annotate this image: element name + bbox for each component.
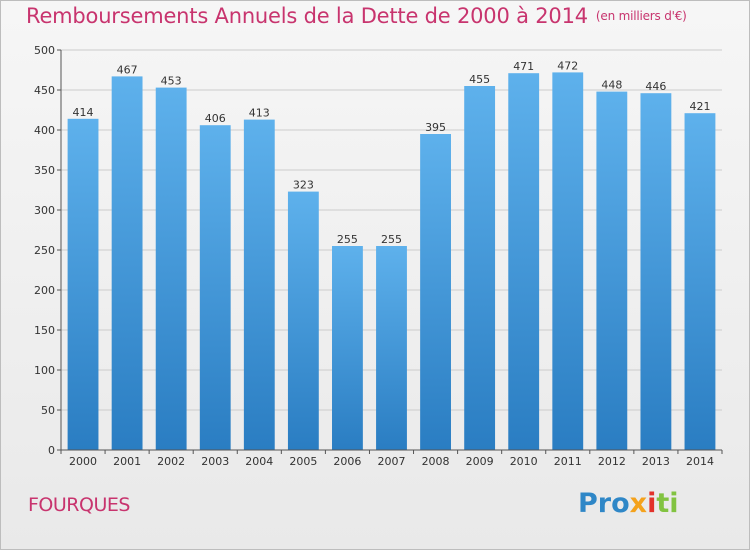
x-tick-label-2010: 2010 <box>510 455 538 468</box>
value-label-2001: 467 <box>117 63 138 76</box>
x-tick-label-2004: 2004 <box>245 455 273 468</box>
x-axis: 2000 2001 2002 2003 2004 2005 2006 2007 2008 2009… <box>60 449 723 468</box>
value-label-2007: 255 <box>381 233 402 246</box>
bar-2014 <box>684 113 716 450</box>
chart-title: Remboursements Annuels de la Dette de 20… <box>26 4 687 28</box>
value-label-2005: 323 <box>293 179 314 192</box>
logo-part-3: i <box>647 488 657 519</box>
bar-2004 <box>243 119 275 450</box>
bar-2008 <box>420 134 451 450</box>
commune-name: FOURQUES <box>28 494 130 516</box>
x-tick-label-2008: 2008 <box>422 455 450 468</box>
bar-2005 <box>287 191 319 450</box>
value-label-2000: 414 <box>73 106 94 119</box>
x-tick-label-2009: 2009 <box>466 455 494 468</box>
chart-title-text: Remboursements Annuels de la Dette de 20… <box>26 4 588 28</box>
bar-2012 <box>596 91 628 450</box>
y-axis: 0 50 100 150 200 250 300 350 400 450 500 <box>34 44 62 457</box>
logo-part-2: x <box>629 488 648 519</box>
y-tick-label: 300 <box>34 204 55 217</box>
value-label-2013: 446 <box>645 80 666 93</box>
value-label-2010: 471 <box>513 60 534 73</box>
proxiti-logo[interactable]: Proxiti <box>578 488 679 519</box>
bar-2006 <box>332 246 363 450</box>
value-label-2003: 406 <box>205 112 226 125</box>
value-label-2002: 453 <box>161 75 182 88</box>
y-tick-label: 450 <box>34 84 55 97</box>
chart-subtitle: (en milliers d'€) <box>595 9 687 23</box>
y-tick-label: 400 <box>34 124 55 137</box>
logo-part-1: Pro <box>578 488 630 519</box>
x-tick-label-2014: 2014 <box>686 455 714 468</box>
y-tick-label: 350 <box>34 164 55 177</box>
x-tick-label-2013: 2013 <box>642 455 670 468</box>
x-tick-label-2003: 2003 <box>201 455 229 468</box>
x-tick-label-2006: 2006 <box>333 455 361 468</box>
value-label-2008: 395 <box>425 121 446 134</box>
x-tick-label-2005: 2005 <box>289 455 317 468</box>
y-tick-label: 100 <box>34 364 55 377</box>
value-labels: 414 467 453 406 413 323 255 255 395 455 471 472 448 4… <box>73 59 711 246</box>
value-label-2009: 455 <box>469 73 490 86</box>
bar-2009 <box>464 86 496 450</box>
bar-2000 <box>67 118 99 451</box>
bar-2001 <box>111 76 143 451</box>
x-tick-label-2002: 2002 <box>157 455 185 468</box>
y-tick-label: 200 <box>34 284 55 297</box>
bar-2002 <box>155 87 187 450</box>
bar-2007 <box>376 246 407 450</box>
value-label-2006: 255 <box>337 233 358 246</box>
y-tick-label: 0 <box>48 444 55 457</box>
bar-2013 <box>640 93 672 450</box>
bars <box>67 72 716 451</box>
x-tick-label-2001: 2001 <box>113 455 141 468</box>
value-label-2011: 472 <box>557 59 578 72</box>
y-tick-label: 500 <box>34 44 55 57</box>
x-tick-label-2007: 2007 <box>378 455 406 468</box>
y-tick-label: 50 <box>41 404 55 417</box>
x-tick-label-2000: 2000 <box>69 455 97 468</box>
bar-2010 <box>508 73 540 450</box>
value-label-2004: 413 <box>249 107 270 120</box>
logo-part-4: ti <box>656 488 679 519</box>
y-tick-label: 150 <box>34 324 55 337</box>
y-tick-label: 250 <box>34 244 55 257</box>
value-label-2014: 421 <box>689 100 710 113</box>
x-tick-label-2011: 2011 <box>554 455 582 468</box>
x-tick-label-2012: 2012 <box>598 455 626 468</box>
value-label-2012: 448 <box>601 79 622 92</box>
bar-2003 <box>199 125 231 450</box>
bar-2011 <box>552 72 584 451</box>
